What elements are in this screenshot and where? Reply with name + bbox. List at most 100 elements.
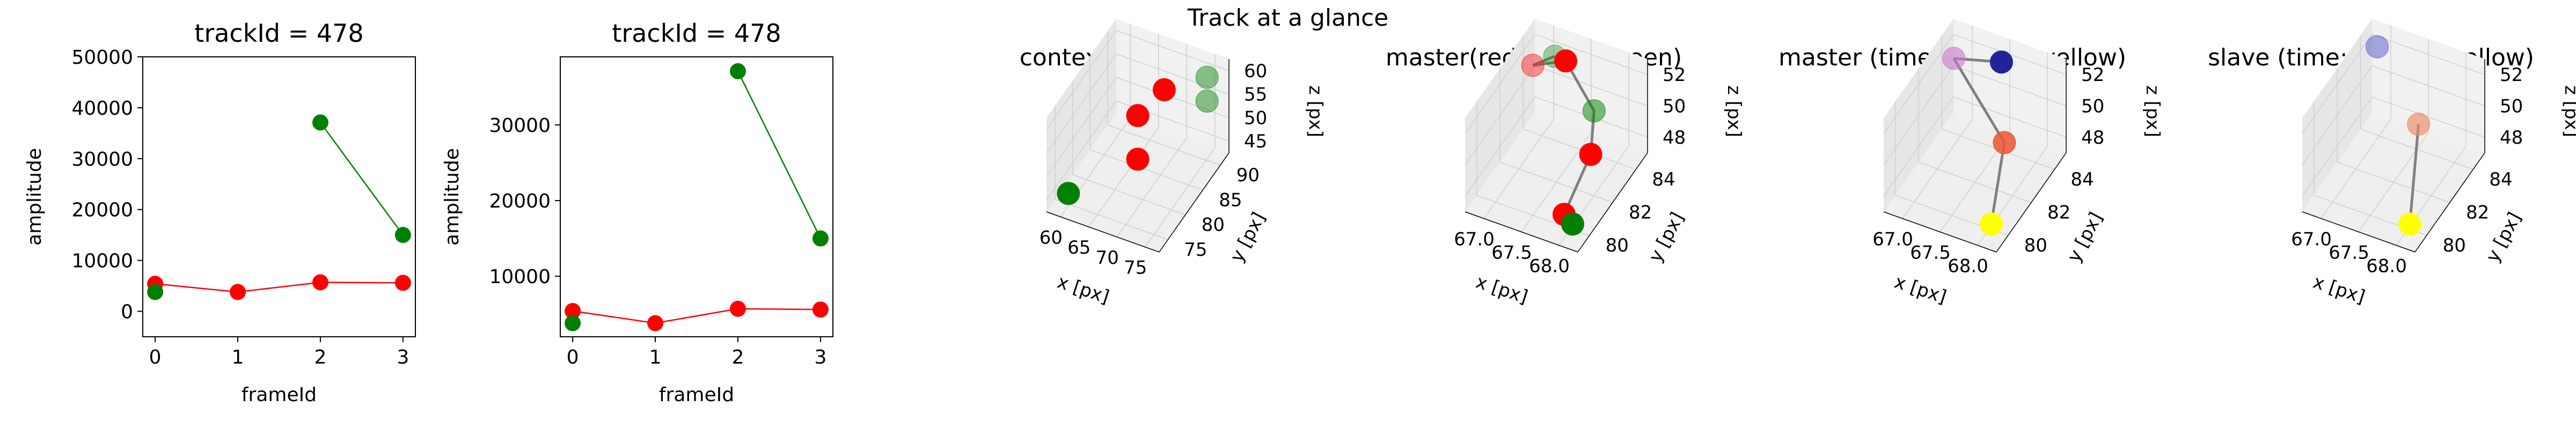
y-axis-line [1159,152,1230,253]
data-point [1126,147,1150,171]
data-point [1979,212,2003,236]
y-tick-label: 20000 [71,199,133,221]
y-axis-line [1996,152,2067,253]
grid-line [1465,34,1535,134]
x-tick-label: 67.0 [1454,229,1495,250]
y-tick-label: 90 [1236,165,1260,186]
z-axis-label: z [px] [1305,85,1326,137]
data-point [812,230,829,247]
grid-line [1046,100,1117,201]
x-tick-label: 1 [232,346,244,368]
z-axis-label: z [px] [2560,85,2576,137]
data-point [1993,131,2016,154]
y-tick-label: 80 [2443,235,2466,256]
z-tick-label: 50 [2081,96,2104,117]
x-tick-label: 1 [649,346,662,368]
scatter3d-master-slave: master(red) slave(green) 67.067.568.0808… [1386,19,1745,308]
x-axis-line [2302,211,2416,253]
z-tick-label: 48 [2081,127,2104,149]
y-tick-label: 80 [1606,235,1629,256]
grid-line [1883,65,1954,165]
x-tick-label: 67.5 [2329,242,2369,264]
grid-line [1953,97,2067,138]
grid-line [1465,65,1535,165]
x-axis-line [1883,211,1997,253]
y-tick-label: 80 [2024,235,2047,256]
grid-line [1107,124,1221,166]
x-tick-label: 0 [567,346,579,368]
grid-line [2337,161,2450,203]
y-tick-label: 0 [121,301,133,323]
x-tick-label: 68.0 [2366,256,2407,277]
data-point [394,275,411,291]
grid-line [1883,97,1954,197]
data-point [1942,47,1966,70]
y-tick-label: 30000 [489,115,551,137]
scatter3d-slave-time: slave (time: blue -> yellow) 67.067.568.… [2208,19,2576,308]
x-tick-label: 2 [314,346,327,368]
y-tick-label: 82 [2466,202,2489,224]
y-axis-line [2414,152,2485,253]
data-point [312,114,328,131]
y-tick-label: 10000 [489,266,551,288]
z-tick-label: 45 [1244,131,1267,152]
grid-line [1499,161,1613,203]
y-tick-label: 75 [1184,239,1207,261]
data-point [2366,35,2389,58]
x-tick-label: 0 [149,346,162,368]
grid-line [1089,149,1203,191]
y-tick-label: 20000 [489,190,551,212]
z-tick-label: 48 [2500,127,2523,149]
data-point [1152,78,1176,101]
x-tick-label: 67.0 [1872,229,1913,250]
y-tick-label: 85 [1219,189,1242,211]
trajectory-line [2408,124,2420,225]
data-point [1057,182,1080,205]
y-tick-label: 82 [2047,202,2070,224]
scatter3d-context: context +- 10px 606570757580859045505560… [1020,19,1326,308]
series-line-0 [155,282,403,293]
amplitude-chart-1: trackId = 478 frameId amplitude 0 1 2 3 0 100… [24,19,416,406]
chart-title: trackId = 478 [612,19,781,48]
grid-line [1088,127,1159,227]
data-point [1561,212,1584,236]
z-tick-label: 50 [2500,96,2523,117]
grid-line [1953,65,2067,107]
grid-line [1072,174,1186,216]
series-line-2 [319,122,404,235]
z-tick-label: 52 [2500,64,2523,86]
data-point [1126,104,1150,128]
amplitude-chart-2: trackId = 478 frameId amplitude 0 1 2 3 1000… [441,19,833,406]
chart-title: trackId = 478 [194,19,363,48]
z-tick-label: 55 [1244,84,1267,106]
grid-line [1523,129,1636,170]
x-tick-label: 70 [1096,247,1119,269]
x-axis-label: x [px] [1055,271,1112,308]
x-tick-label: 67.5 [1910,242,1951,264]
data-point [1195,90,1219,113]
grid-line [2302,34,2373,134]
z-tick-label: 52 [1663,64,1686,86]
grid-line [2372,65,2485,107]
grid-line [1046,54,1117,154]
y-tick-label: 10000 [71,250,133,272]
data-point [2398,212,2421,236]
grid-line [1046,30,1117,130]
y-tick-label: 80 [1202,214,1225,236]
x-tick-label: 68.0 [1529,256,1570,277]
data-point [1521,54,1545,77]
data-point [812,301,829,318]
x-tick-label: 68.0 [1948,256,1988,277]
data-point [230,284,246,300]
figure-suptitle: Track at a glance [1187,4,1389,32]
grid-line [2302,65,2373,165]
x-tick-label: 3 [814,346,826,368]
data-point [565,315,581,331]
z-axis-label: z [px] [1723,85,1745,137]
data-point [394,227,411,243]
grid-line [1116,137,1187,238]
